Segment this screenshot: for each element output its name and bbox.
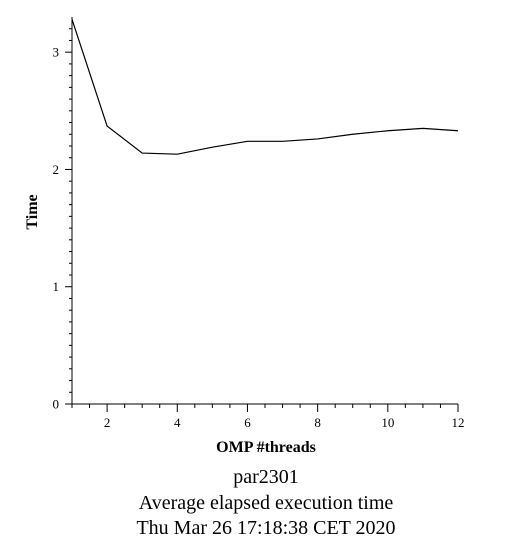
y-tick-label: 2 [53,162,60,177]
y-axis: 0 1 2 3 [53,17,73,412]
series-line-0 [71,19,459,155]
x-tick-label: 10 [381,415,394,430]
y-tick-label: 0 [53,397,60,412]
y-tick-label: 1 [53,279,60,294]
x-tick-label: 4 [174,415,181,430]
y-tick-label: 3 [53,45,60,60]
x-tick-label: 6 [244,415,251,430]
x-axis: 2 4 6 8 10 12 [71,403,465,430]
x-tick-label: 12 [452,415,465,430]
caption-timestamp: Thu Mar 26 17:18:38 CET 2020 [136,517,395,539]
x-tick-label: 2 [104,415,111,430]
x-tick-label: 8 [314,415,321,430]
x-axis-title: OMP #threads [216,439,316,456]
caption-host: par2301 [233,466,299,488]
series-group [71,19,459,155]
caption-description: Average elapsed execution time [139,492,394,514]
y-axis-title: Time [24,194,41,229]
